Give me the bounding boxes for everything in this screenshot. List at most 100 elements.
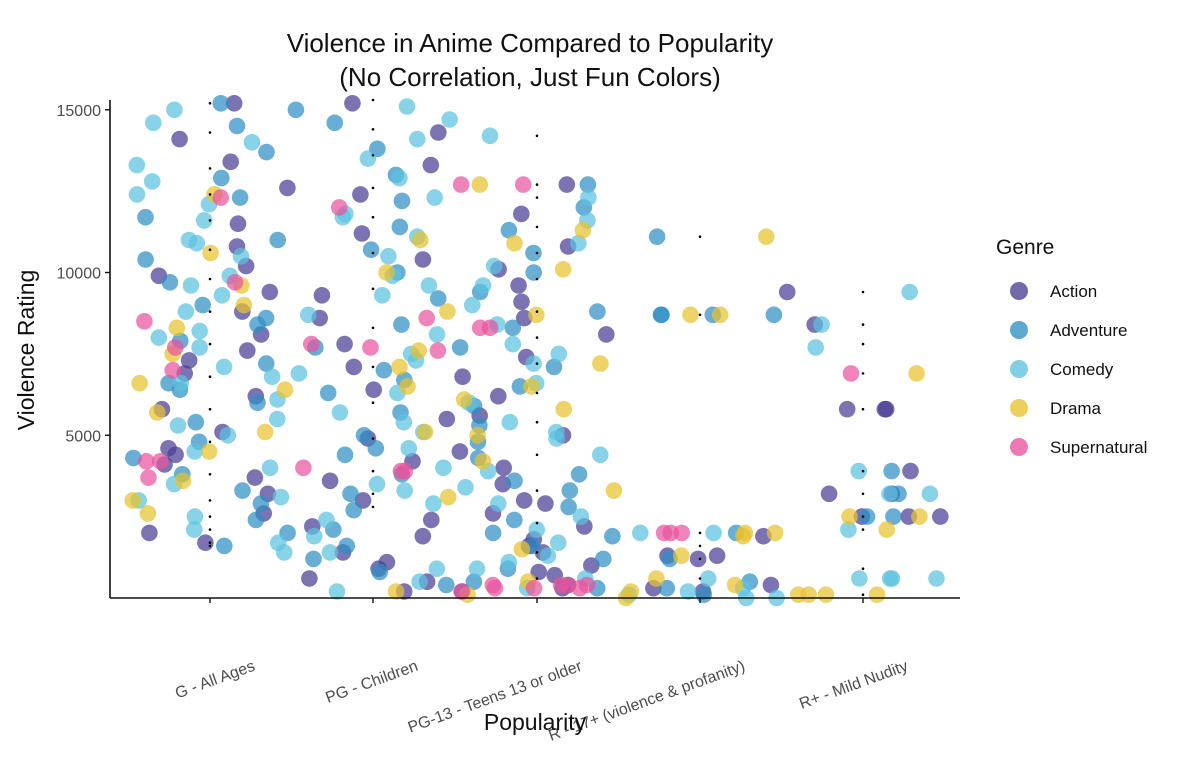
data-point xyxy=(143,173,161,190)
category-marker-dot xyxy=(535,225,539,229)
data-point xyxy=(275,544,293,561)
data-point xyxy=(548,423,565,441)
category-marker-dot xyxy=(861,515,865,518)
data-point xyxy=(412,231,429,249)
category-marker-dot xyxy=(861,342,865,346)
data-point xyxy=(213,287,231,304)
data-point xyxy=(338,537,356,555)
data-point xyxy=(167,446,184,464)
data-point xyxy=(878,521,895,538)
data-point xyxy=(263,368,281,386)
data-point xyxy=(219,427,237,444)
data-point xyxy=(506,234,523,252)
data-point xyxy=(881,485,898,503)
data-point xyxy=(352,186,369,203)
data-point xyxy=(213,169,230,187)
data-point xyxy=(653,306,670,324)
data-point xyxy=(414,527,432,545)
data-point xyxy=(331,404,349,421)
x-tick-label: PG - Children xyxy=(323,658,420,707)
data-point xyxy=(501,413,519,431)
category-marker-dot xyxy=(208,131,212,134)
data-point xyxy=(128,156,146,174)
data-point xyxy=(561,482,579,499)
data-point xyxy=(500,221,518,239)
data-point xyxy=(921,485,939,503)
data-point xyxy=(454,368,471,386)
data-point xyxy=(648,228,666,245)
data-point xyxy=(842,365,860,382)
data-point xyxy=(469,427,486,444)
category-marker-dot xyxy=(535,310,539,313)
data-point xyxy=(336,446,354,464)
data-point xyxy=(528,521,546,538)
data-point xyxy=(365,381,383,399)
data-point xyxy=(486,579,504,597)
category-marker-dot xyxy=(208,248,212,251)
category-marker-dot xyxy=(371,98,375,102)
axes xyxy=(109,100,960,599)
category-marker-dot xyxy=(208,342,212,346)
category-marker-dot xyxy=(535,362,539,365)
data-point xyxy=(177,303,195,320)
data-point xyxy=(301,570,318,587)
data-point xyxy=(429,342,447,359)
x-tick-label: G - All Ages xyxy=(173,658,257,703)
legend: Genre Action Adventure Comedy Drama Supernat… xyxy=(996,236,1147,457)
data-point xyxy=(168,319,186,337)
data-point xyxy=(202,244,219,262)
data-point xyxy=(850,462,867,480)
category-marker-dot xyxy=(208,440,212,444)
category-marker-dot xyxy=(371,505,375,509)
data-point xyxy=(513,540,531,558)
category-marker-dot xyxy=(371,469,375,473)
data-point xyxy=(817,586,835,603)
data-point xyxy=(423,511,440,529)
data-point xyxy=(321,544,339,561)
data-point xyxy=(580,189,597,206)
category-marker-dot xyxy=(861,593,865,596)
data-point xyxy=(172,374,190,392)
category-marker-dot xyxy=(698,313,702,317)
data-point xyxy=(272,488,290,506)
data-point xyxy=(368,475,386,493)
category-marker-dot xyxy=(535,577,539,580)
category-marker-dot xyxy=(535,277,539,281)
data-point xyxy=(371,563,389,581)
data-point xyxy=(141,524,158,542)
data-point xyxy=(570,234,587,252)
data-point xyxy=(186,443,203,460)
data-point xyxy=(145,114,162,132)
data-point xyxy=(355,427,373,444)
data-point xyxy=(506,511,523,529)
data-point xyxy=(523,378,540,395)
legend-label-supernatural: Supernatural xyxy=(1050,438,1147,457)
data-point xyxy=(765,306,783,324)
data-point xyxy=(911,508,928,525)
data-point xyxy=(378,264,395,281)
data-point xyxy=(778,283,796,301)
category-marker-dot xyxy=(861,469,865,473)
data-point xyxy=(400,440,418,457)
data-point xyxy=(161,274,179,291)
data-point xyxy=(506,472,523,490)
data-point xyxy=(592,446,609,464)
data-point xyxy=(187,413,205,431)
data-point xyxy=(464,296,481,314)
data-point xyxy=(150,329,168,346)
data-point xyxy=(167,339,184,356)
y-axis-ticks: 5000 10000 15000 xyxy=(57,103,110,445)
data-point xyxy=(537,495,554,512)
data-point xyxy=(258,143,275,161)
data-point xyxy=(555,400,572,418)
data-point xyxy=(572,508,590,525)
data-point xyxy=(422,156,440,174)
data-point xyxy=(841,508,858,525)
data-point xyxy=(471,176,489,193)
category-marker-dot xyxy=(861,323,865,326)
data-point xyxy=(353,225,371,242)
category-marker-dot xyxy=(698,531,702,535)
category-marker-dot xyxy=(371,492,375,496)
data-point xyxy=(513,205,530,223)
